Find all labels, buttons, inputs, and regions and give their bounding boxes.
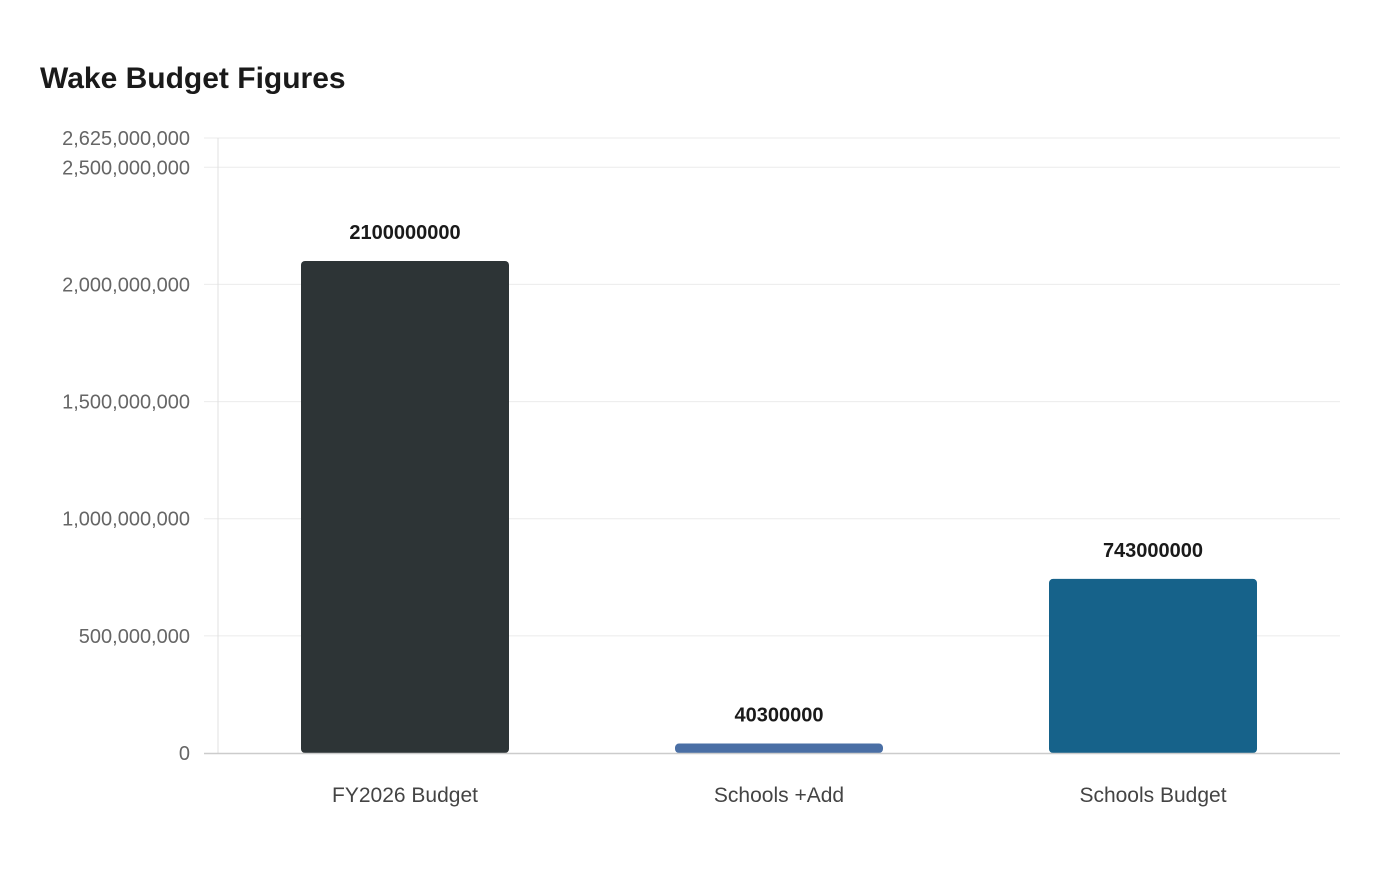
- data-label: 2100000000: [349, 222, 460, 244]
- y-tick-label: 1,500,000,000: [62, 392, 190, 414]
- x-tick-label: Schools Budget: [1079, 784, 1226, 807]
- chart-title: Wake Budget Figures: [40, 62, 346, 95]
- y-tick-label: 1,000,000,000: [62, 509, 190, 531]
- y-tick-label: 500,000,000: [79, 626, 190, 648]
- bar: [675, 743, 883, 753]
- bar: [1049, 578, 1257, 753]
- x-tick-label: FY2026 Budget: [332, 784, 478, 807]
- y-tick-label: 0: [179, 743, 190, 765]
- bar: [301, 261, 509, 753]
- y-tick-label: 2,000,000,000: [62, 274, 190, 296]
- data-label: 743000000: [1103, 540, 1203, 562]
- y-tick-label: 2,625,000,000: [62, 128, 190, 150]
- y-tick-label: 2,500,000,000: [62, 157, 190, 179]
- x-tick-label: Schools +Add: [714, 784, 844, 807]
- data-label: 40300000: [735, 705, 824, 727]
